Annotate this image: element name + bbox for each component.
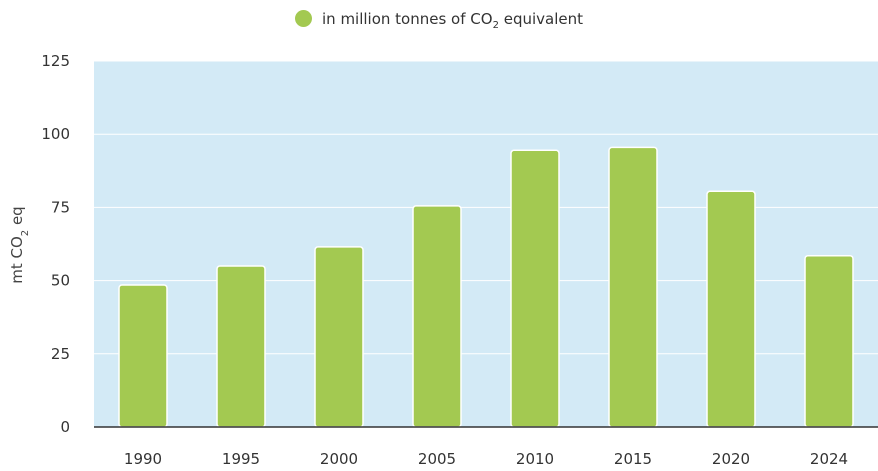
x-tick-label: 1995 [222, 450, 260, 468]
x-tick-labels: 1990 1995 2000 2005 2010 2015 2020 2024 [124, 450, 848, 468]
x-tick-label: 2024 [810, 450, 848, 468]
x-tick-label: 1990 [124, 450, 162, 468]
y-tick-label: 125 [41, 52, 70, 70]
bar-2000[interactable] [314, 246, 364, 428]
bar-1990[interactable] [118, 284, 168, 428]
y-tick-label: 75 [51, 198, 70, 216]
x-tick-label: 2005 [418, 450, 456, 468]
bars [118, 146, 854, 428]
bar-2020[interactable] [706, 190, 756, 428]
x-tick-label: 2015 [614, 450, 652, 468]
legend-label: in million tonnes of CO2 equivalent [322, 10, 583, 31]
y-axis-title: mt CO2 eq [8, 206, 31, 283]
legend-marker [295, 10, 312, 27]
bar-2005[interactable] [412, 205, 462, 428]
bar-2010[interactable] [510, 149, 560, 428]
plot-background [94, 61, 878, 427]
y-tick-labels: 0 25 50 75 100 125 [41, 52, 70, 436]
bar-2024[interactable] [804, 254, 854, 428]
x-tick-label: 2010 [516, 450, 554, 468]
chart-legend: in million tonnes of CO2 equivalent [0, 10, 878, 31]
y-tick-label: 0 [60, 418, 70, 436]
y-tick-label: 25 [51, 345, 70, 363]
x-tick-label: 2000 [320, 450, 358, 468]
bar-2015[interactable] [608, 146, 658, 428]
y-tick-label: 100 [41, 125, 70, 143]
x-tick-label: 2020 [712, 450, 750, 468]
bar-1995[interactable] [216, 265, 266, 428]
y-tick-label: 50 [51, 272, 70, 290]
